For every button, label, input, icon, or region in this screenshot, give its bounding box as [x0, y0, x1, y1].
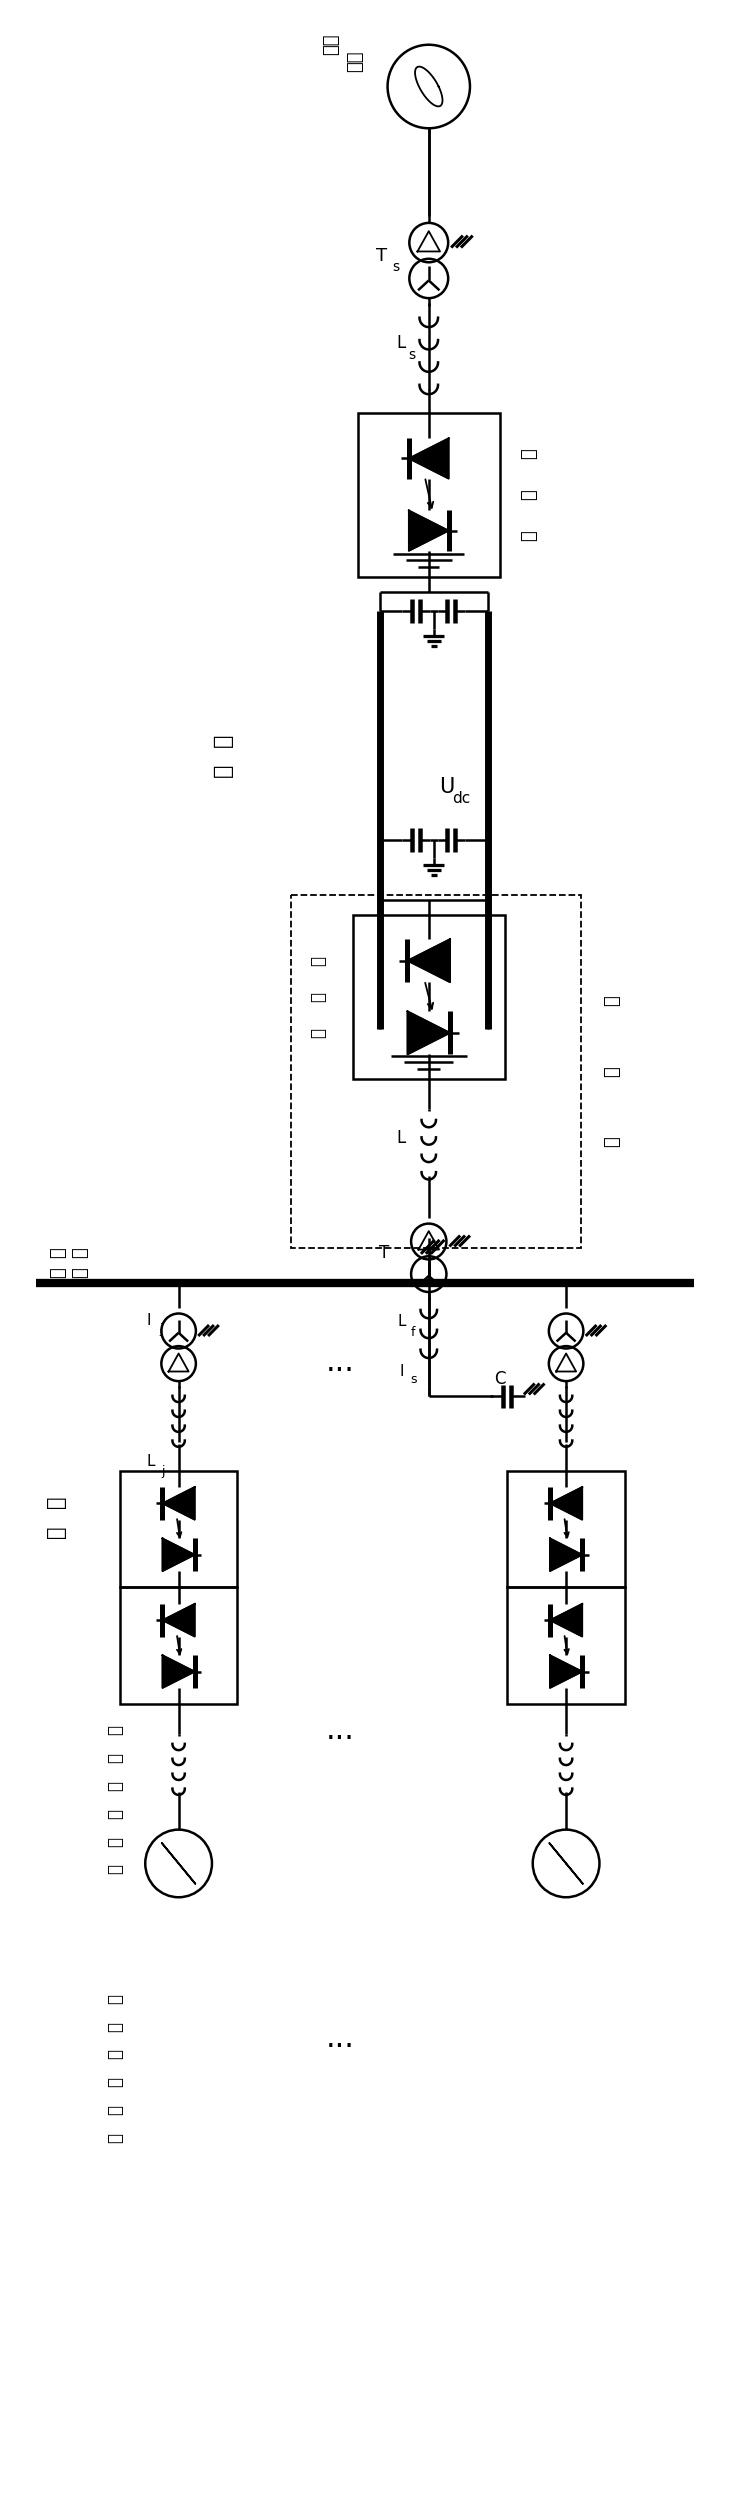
Text: 器: 器: [520, 529, 538, 542]
Bar: [120, 1472, 237, 1587]
Text: s: s: [409, 348, 415, 361]
Text: 母: 母: [72, 1248, 90, 1259]
Text: 变: 变: [520, 489, 538, 499]
Polygon shape: [163, 1539, 195, 1572]
Polygon shape: [409, 511, 449, 552]
Text: ...: ...: [326, 1349, 355, 1376]
Text: 整: 整: [310, 955, 327, 965]
Bar: [507, 1587, 625, 1705]
Text: 全: 全: [106, 1725, 124, 1735]
Text: 发: 发: [106, 2048, 124, 2058]
Text: 流: 流: [310, 993, 327, 1003]
Text: 器: 器: [310, 1028, 327, 1038]
Bar: [120, 1587, 237, 1705]
Text: L: L: [396, 333, 406, 351]
Polygon shape: [407, 940, 450, 983]
Polygon shape: [550, 1487, 583, 1519]
Text: 逆: 逆: [520, 449, 538, 459]
Text: 集: 集: [46, 1494, 66, 1507]
Text: C: C: [495, 1369, 506, 1386]
Polygon shape: [407, 1010, 450, 1055]
Text: 整: 整: [603, 995, 621, 1005]
Text: dc: dc: [452, 792, 470, 807]
Text: j: j: [159, 1324, 163, 1336]
Text: 风: 风: [106, 1993, 124, 2003]
Polygon shape: [163, 1604, 195, 1637]
Text: 电: 电: [46, 1524, 66, 1537]
Text: I: I: [147, 1314, 151, 1329]
Text: L: L: [397, 1314, 406, 1329]
Polygon shape: [550, 1539, 583, 1572]
Polygon shape: [163, 1655, 195, 1687]
Text: I: I: [399, 1364, 404, 1379]
Text: 流: 流: [49, 1269, 67, 1279]
Text: 率: 率: [106, 1780, 124, 1790]
Text: 电: 电: [212, 765, 233, 777]
Bar: [507, 1472, 625, 1587]
Polygon shape: [163, 1487, 195, 1519]
Text: s: s: [410, 1374, 416, 1386]
Text: 组: 组: [106, 2133, 124, 2143]
Text: L: L: [396, 1131, 406, 1148]
Text: 力: 力: [106, 2021, 124, 2031]
Text: 功: 功: [106, 1752, 124, 1762]
Text: j: j: [161, 1464, 165, 1479]
Text: 换: 换: [106, 1838, 124, 1848]
Text: 流: 流: [603, 1065, 621, 1076]
Text: L: L: [147, 1454, 155, 1469]
Bar: [358, 414, 500, 577]
Text: 器: 器: [106, 1865, 124, 1875]
Text: T: T: [380, 1243, 390, 1261]
Text: s: s: [392, 261, 399, 273]
Bar: [291, 895, 581, 1248]
Polygon shape: [409, 439, 449, 479]
Text: f: f: [411, 1326, 415, 1339]
Text: 线: 线: [72, 1269, 90, 1279]
Text: 交流: 交流: [322, 35, 339, 55]
Text: 电网: 电网: [346, 50, 364, 73]
Text: 输: 输: [212, 735, 233, 747]
Text: ...: ...: [326, 2023, 355, 2053]
Text: 机: 机: [106, 2106, 124, 2116]
Text: 站: 站: [603, 1136, 621, 1148]
Polygon shape: [550, 1604, 583, 1637]
Text: 交: 交: [49, 1248, 67, 1259]
Text: T: T: [376, 246, 387, 266]
Text: U: U: [439, 777, 454, 797]
Text: ...: ...: [326, 1715, 355, 1745]
Text: 变: 变: [106, 1808, 124, 1818]
Bar: [353, 915, 504, 1078]
Polygon shape: [550, 1655, 583, 1687]
Text: 电: 电: [106, 2078, 124, 2088]
